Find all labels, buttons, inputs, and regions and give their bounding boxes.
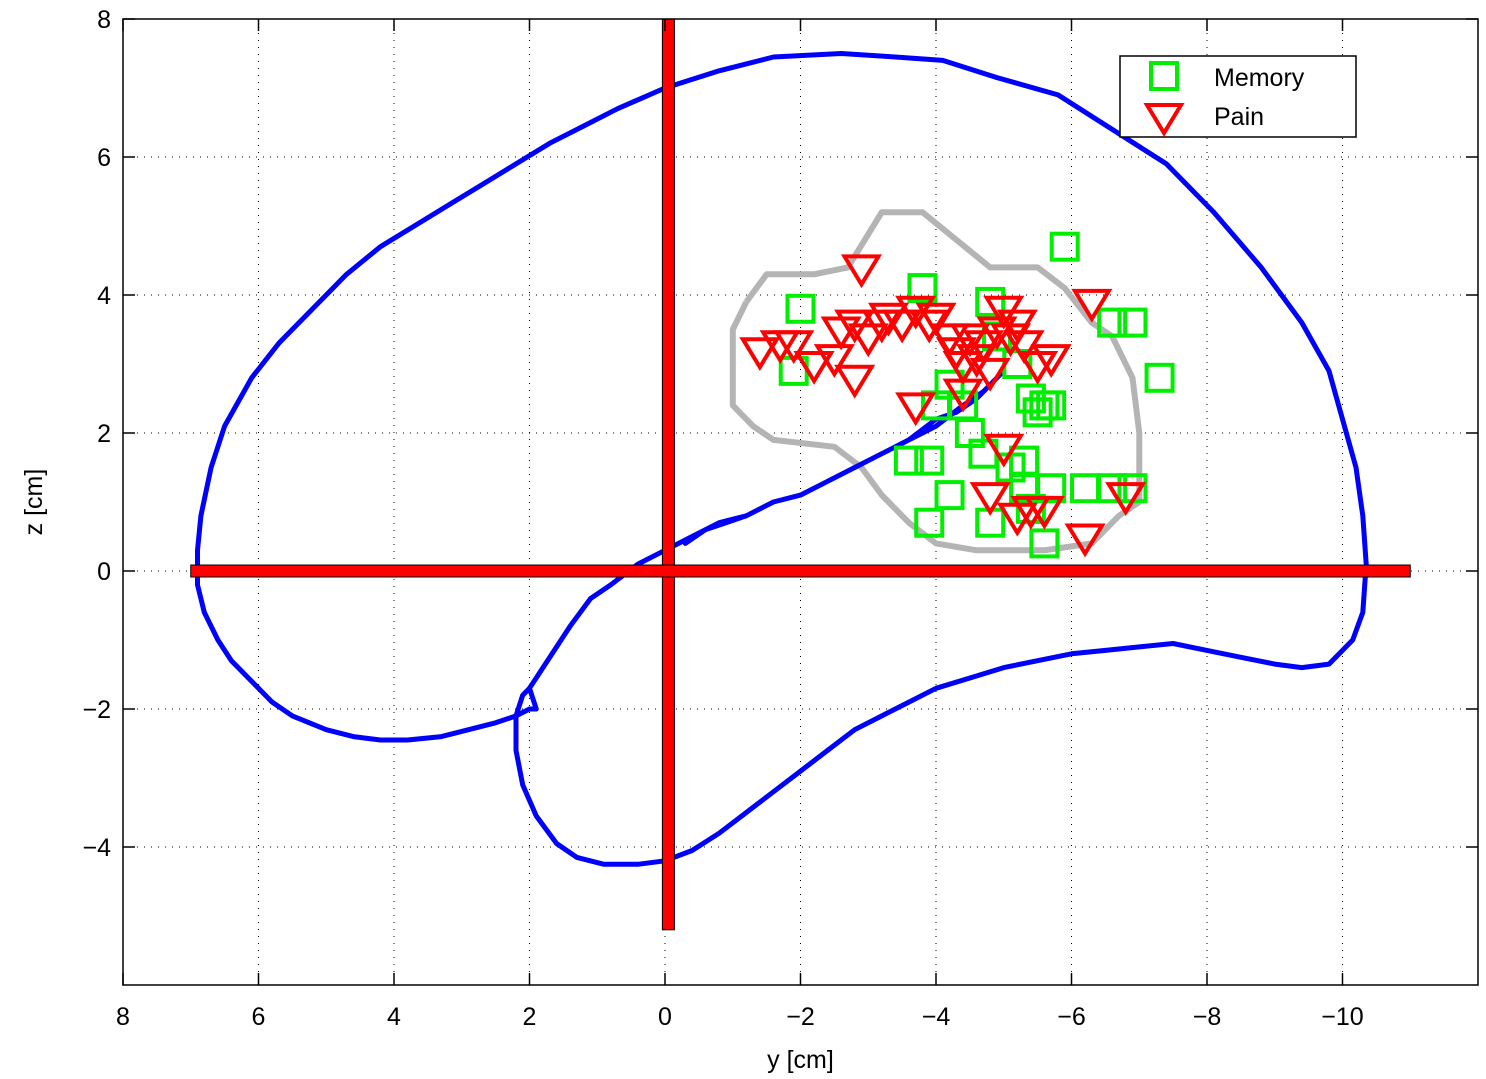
memory-point (1009, 473, 1040, 504)
y-tick-label: 6 (97, 144, 111, 172)
legend-pain-marker (1143, 103, 1185, 137)
x-tick-label: 0 (658, 1003, 672, 1031)
pain-point (840, 254, 883, 289)
y-tick-label: −4 (82, 834, 111, 862)
crosshair-horizontal-bar (190, 564, 1411, 578)
pain-point (942, 378, 984, 413)
pain-point (983, 433, 1025, 468)
x-tick-label: −8 (1193, 1003, 1222, 1031)
legend-pain-label: Pain (1214, 103, 1264, 131)
brain-outline (195, 51, 1369, 867)
memory-point (914, 445, 945, 476)
pain-point (861, 309, 903, 344)
pain-point (834, 364, 876, 399)
memory-point (1029, 390, 1060, 421)
pain-point (739, 337, 781, 372)
memory-point (914, 507, 945, 538)
pain-point (1030, 344, 1072, 378)
legend-memory-marker (1149, 61, 1179, 91)
pain-point (773, 330, 815, 365)
memory-point (1049, 231, 1080, 262)
pain-point (962, 330, 1004, 365)
legend-square-marker (1149, 61, 1179, 91)
memory-point (1097, 307, 1128, 338)
pain-point (1071, 288, 1113, 323)
y-tick-label: 2 (97, 420, 111, 448)
legend-memory-label: Memory (1214, 64, 1305, 92)
pain-point (1064, 523, 1106, 558)
memory-point (934, 480, 965, 511)
x-tick-label: −2 (786, 1003, 815, 1031)
pain-point (969, 482, 1011, 516)
legend-triangle-marker (1143, 103, 1185, 137)
memory-point (1029, 528, 1060, 559)
memory-point (1022, 397, 1053, 428)
pain-point (868, 302, 910, 337)
pain-point (996, 309, 1038, 344)
x-tick-label: 2 (523, 1003, 537, 1031)
memory-point (975, 286, 1006, 317)
pain-point (813, 344, 855, 378)
memory-point (785, 293, 816, 324)
pain-point (969, 357, 1011, 392)
memory-point (1117, 307, 1148, 338)
legend: Memory Pain (1119, 55, 1357, 138)
x-axis-label: y [cm] (767, 1046, 834, 1074)
x-tick-label: −4 (922, 1003, 951, 1031)
axis-ticks: 8 6 4 2 0 −2 −4 −6 −8 −10 8 6 4 2 0 −2 −4 (82, 6, 1478, 1031)
pain-point (1023, 495, 1065, 530)
y-tick-label: 0 (97, 558, 111, 586)
memory-point (1144, 362, 1175, 393)
crosshair-vertical-bar (661, 18, 675, 931)
memory-point (893, 445, 924, 476)
brain-outline-path (195, 51, 1369, 867)
pain-point (915, 302, 957, 337)
x-tick-label: −6 (1057, 1003, 1086, 1031)
pain-point (949, 323, 991, 358)
y-axis-label: z [cm] (20, 469, 48, 536)
x-tick-label: −10 (1321, 1003, 1363, 1031)
pain-point (793, 351, 835, 385)
x-tick-label: 4 (387, 1003, 401, 1031)
y-tick-label: 4 (97, 282, 111, 310)
pain-point (1105, 482, 1147, 516)
grid-lines (122, 18, 1478, 985)
x-tick-label: 8 (116, 1003, 130, 1031)
memory-point (907, 273, 938, 304)
y-tick-label: −2 (82, 696, 111, 724)
x-tick-label: 6 (252, 1003, 266, 1031)
pain-point (881, 309, 923, 344)
pain-point (847, 323, 889, 358)
y-tick-label: 8 (97, 6, 111, 34)
data-points (739, 231, 1175, 559)
memory-point (1097, 473, 1128, 504)
pain-point (820, 316, 862, 351)
pain-point (895, 392, 937, 427)
memory-point (1070, 473, 1101, 504)
